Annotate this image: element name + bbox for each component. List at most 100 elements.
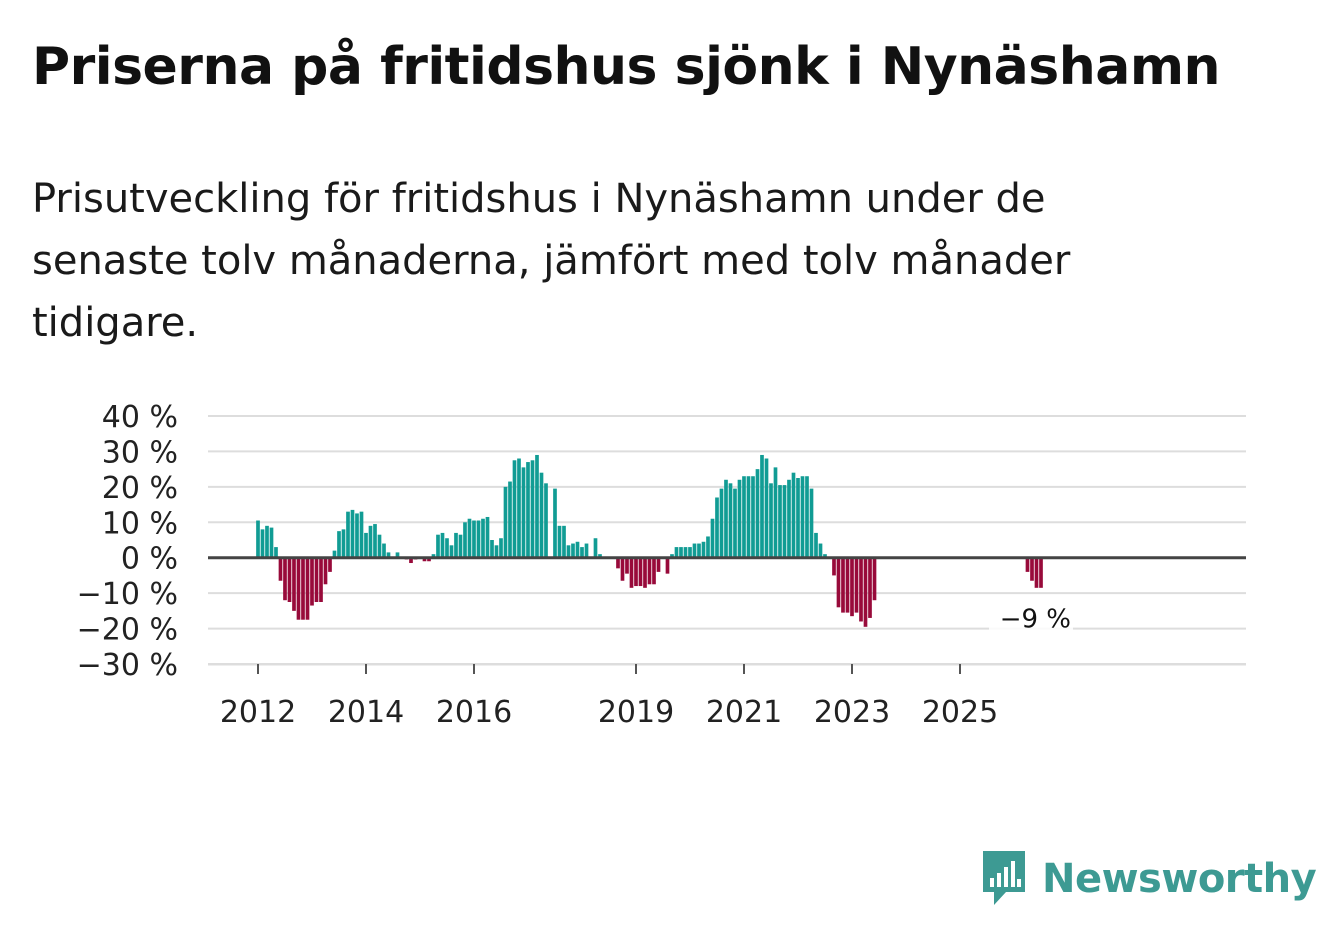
bar <box>467 518 472 558</box>
bar <box>796 478 800 558</box>
brand: Newsworthy <box>980 848 1317 910</box>
bar <box>553 488 557 558</box>
bar <box>260 529 265 558</box>
bar <box>647 557 652 585</box>
bar <box>1025 557 1030 572</box>
bar <box>634 557 638 587</box>
y-tick-label: 40 % <box>102 400 178 435</box>
bar <box>697 543 701 558</box>
x-tick-label: 2023 <box>814 695 890 730</box>
bar <box>656 557 661 572</box>
bar <box>872 557 877 601</box>
bar <box>679 547 683 558</box>
bar <box>422 557 427 562</box>
x-tick-label: 2014 <box>328 695 404 730</box>
bar <box>526 462 530 558</box>
bar <box>598 554 602 558</box>
bar <box>868 557 872 618</box>
bar <box>454 532 458 558</box>
bar <box>409 557 413 564</box>
bar <box>472 520 476 558</box>
bar <box>445 538 449 558</box>
bar <box>382 543 386 558</box>
bar <box>458 534 463 558</box>
newsworthy-logo-icon <box>983 851 1025 905</box>
bar <box>287 557 292 602</box>
bar <box>503 486 508 558</box>
bar <box>274 547 278 558</box>
bar <box>368 525 373 558</box>
bar <box>463 522 467 558</box>
bar <box>751 476 755 558</box>
bar <box>728 483 733 558</box>
bar <box>508 481 512 558</box>
bar <box>625 557 629 574</box>
bar <box>530 460 535 558</box>
bar <box>701 541 706 558</box>
bar <box>535 454 539 558</box>
bar <box>557 525 562 558</box>
bar <box>670 554 674 558</box>
bar <box>818 543 823 558</box>
bar <box>355 513 359 558</box>
brand-name: Newsworthy <box>1042 856 1317 902</box>
bar <box>724 479 728 558</box>
y-tick-label: 10 % <box>102 506 178 541</box>
bar <box>814 532 818 558</box>
bar <box>710 518 715 558</box>
y-tick-label: 20 % <box>102 471 178 506</box>
bar <box>566 545 571 558</box>
bar <box>283 557 287 601</box>
bar <box>809 488 814 558</box>
bar <box>521 467 526 558</box>
bar <box>800 476 805 558</box>
bar <box>269 527 274 558</box>
bar <box>395 552 400 558</box>
bar <box>665 557 670 574</box>
annotation-background <box>989 601 1073 636</box>
bar <box>485 516 490 558</box>
bar <box>359 511 364 558</box>
last-value-label: −9 % <box>1000 605 1071 635</box>
x-tick-label: 2012 <box>220 695 296 730</box>
bar <box>746 476 751 558</box>
bar <box>859 557 863 622</box>
bar <box>638 557 643 587</box>
bar <box>688 547 692 558</box>
bar <box>494 545 499 558</box>
x-tick-label: 2019 <box>598 695 674 730</box>
bar <box>440 532 445 558</box>
bar <box>301 557 305 620</box>
bar <box>436 534 440 558</box>
bar <box>620 557 625 581</box>
bar <box>841 557 845 613</box>
bar <box>737 479 742 558</box>
bar <box>377 534 382 558</box>
bar <box>499 538 503 558</box>
bar <box>427 557 431 562</box>
bar <box>706 536 710 558</box>
bar <box>674 547 679 558</box>
bar <box>764 458 769 558</box>
bar <box>863 557 868 627</box>
bar <box>512 460 517 558</box>
bar <box>719 488 724 558</box>
x-tick-label: 2016 <box>436 695 512 730</box>
bar <box>481 518 485 558</box>
bar <box>278 557 283 581</box>
bar <box>836 557 841 608</box>
bar <box>1039 557 1043 588</box>
bar <box>791 472 796 558</box>
bar <box>782 485 787 558</box>
bar <box>854 557 859 613</box>
y-tick-label: 30 % <box>102 435 178 470</box>
bar <box>769 483 773 558</box>
y-tick-label: −20 % <box>77 613 178 648</box>
bar <box>314 557 319 602</box>
bar <box>431 554 436 558</box>
bar <box>323 557 328 585</box>
bar <box>373 524 377 558</box>
y-tick-label: −10 % <box>77 577 178 612</box>
bar <box>319 557 323 602</box>
bar <box>265 525 269 558</box>
